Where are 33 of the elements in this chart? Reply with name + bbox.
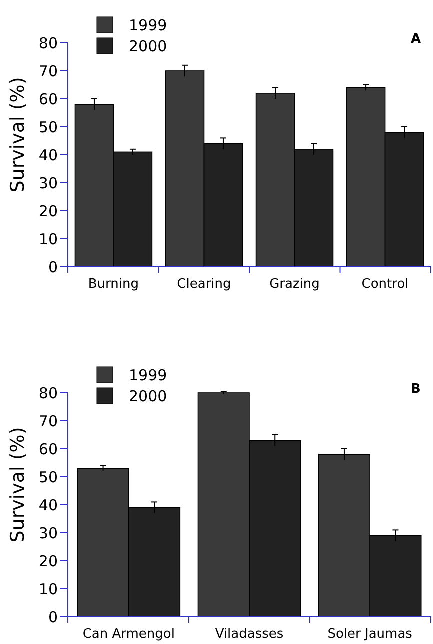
- y-tick-label: 70: [38, 412, 58, 430]
- y-tick-label: 20: [38, 552, 58, 570]
- y-tick-label: 20: [38, 202, 58, 220]
- y-tick-label: 60: [38, 440, 58, 458]
- y-tick-label: 10: [38, 580, 58, 598]
- y-tick-label: 80: [38, 34, 58, 52]
- y-tick-label: 50: [38, 118, 58, 136]
- y-axis-title: Survival (%): [7, 77, 29, 193]
- legend-label: 1999: [129, 16, 168, 34]
- x-tick-label: Control: [362, 277, 409, 292]
- y-tick-label: 40: [38, 146, 58, 164]
- x-tick-label: Burning: [88, 277, 140, 292]
- x-tick-label: Viladasses: [215, 627, 284, 642]
- y-tick-label: 0: [48, 608, 58, 626]
- chart-title: A: [410, 32, 422, 47]
- y-axis-title: Survival (%): [7, 427, 29, 543]
- y-tick-label: 80: [38, 384, 58, 402]
- y-tick-label: 0: [48, 258, 58, 276]
- y-tick-label: 30: [38, 524, 58, 542]
- legend-label: 2000: [129, 387, 168, 406]
- x-tick-label: Clearing: [177, 277, 232, 292]
- x-tick-label: Can Armengol: [82, 627, 175, 642]
- x-tick-label: Soler Jaumas: [328, 627, 413, 642]
- y-tick-label: 30: [38, 174, 58, 192]
- y-tick-label: 60: [38, 90, 58, 108]
- y-tick-label: 50: [38, 468, 58, 486]
- y-tick-label: 40: [38, 496, 58, 514]
- y-tick-label: 10: [38, 230, 58, 248]
- x-tick-label: Grazing: [270, 277, 320, 292]
- chart-title: B: [411, 382, 421, 397]
- legend-label: 2000: [129, 37, 168, 56]
- y-tick-label: 70: [38, 62, 58, 80]
- legend-label: 1999: [129, 366, 168, 384]
